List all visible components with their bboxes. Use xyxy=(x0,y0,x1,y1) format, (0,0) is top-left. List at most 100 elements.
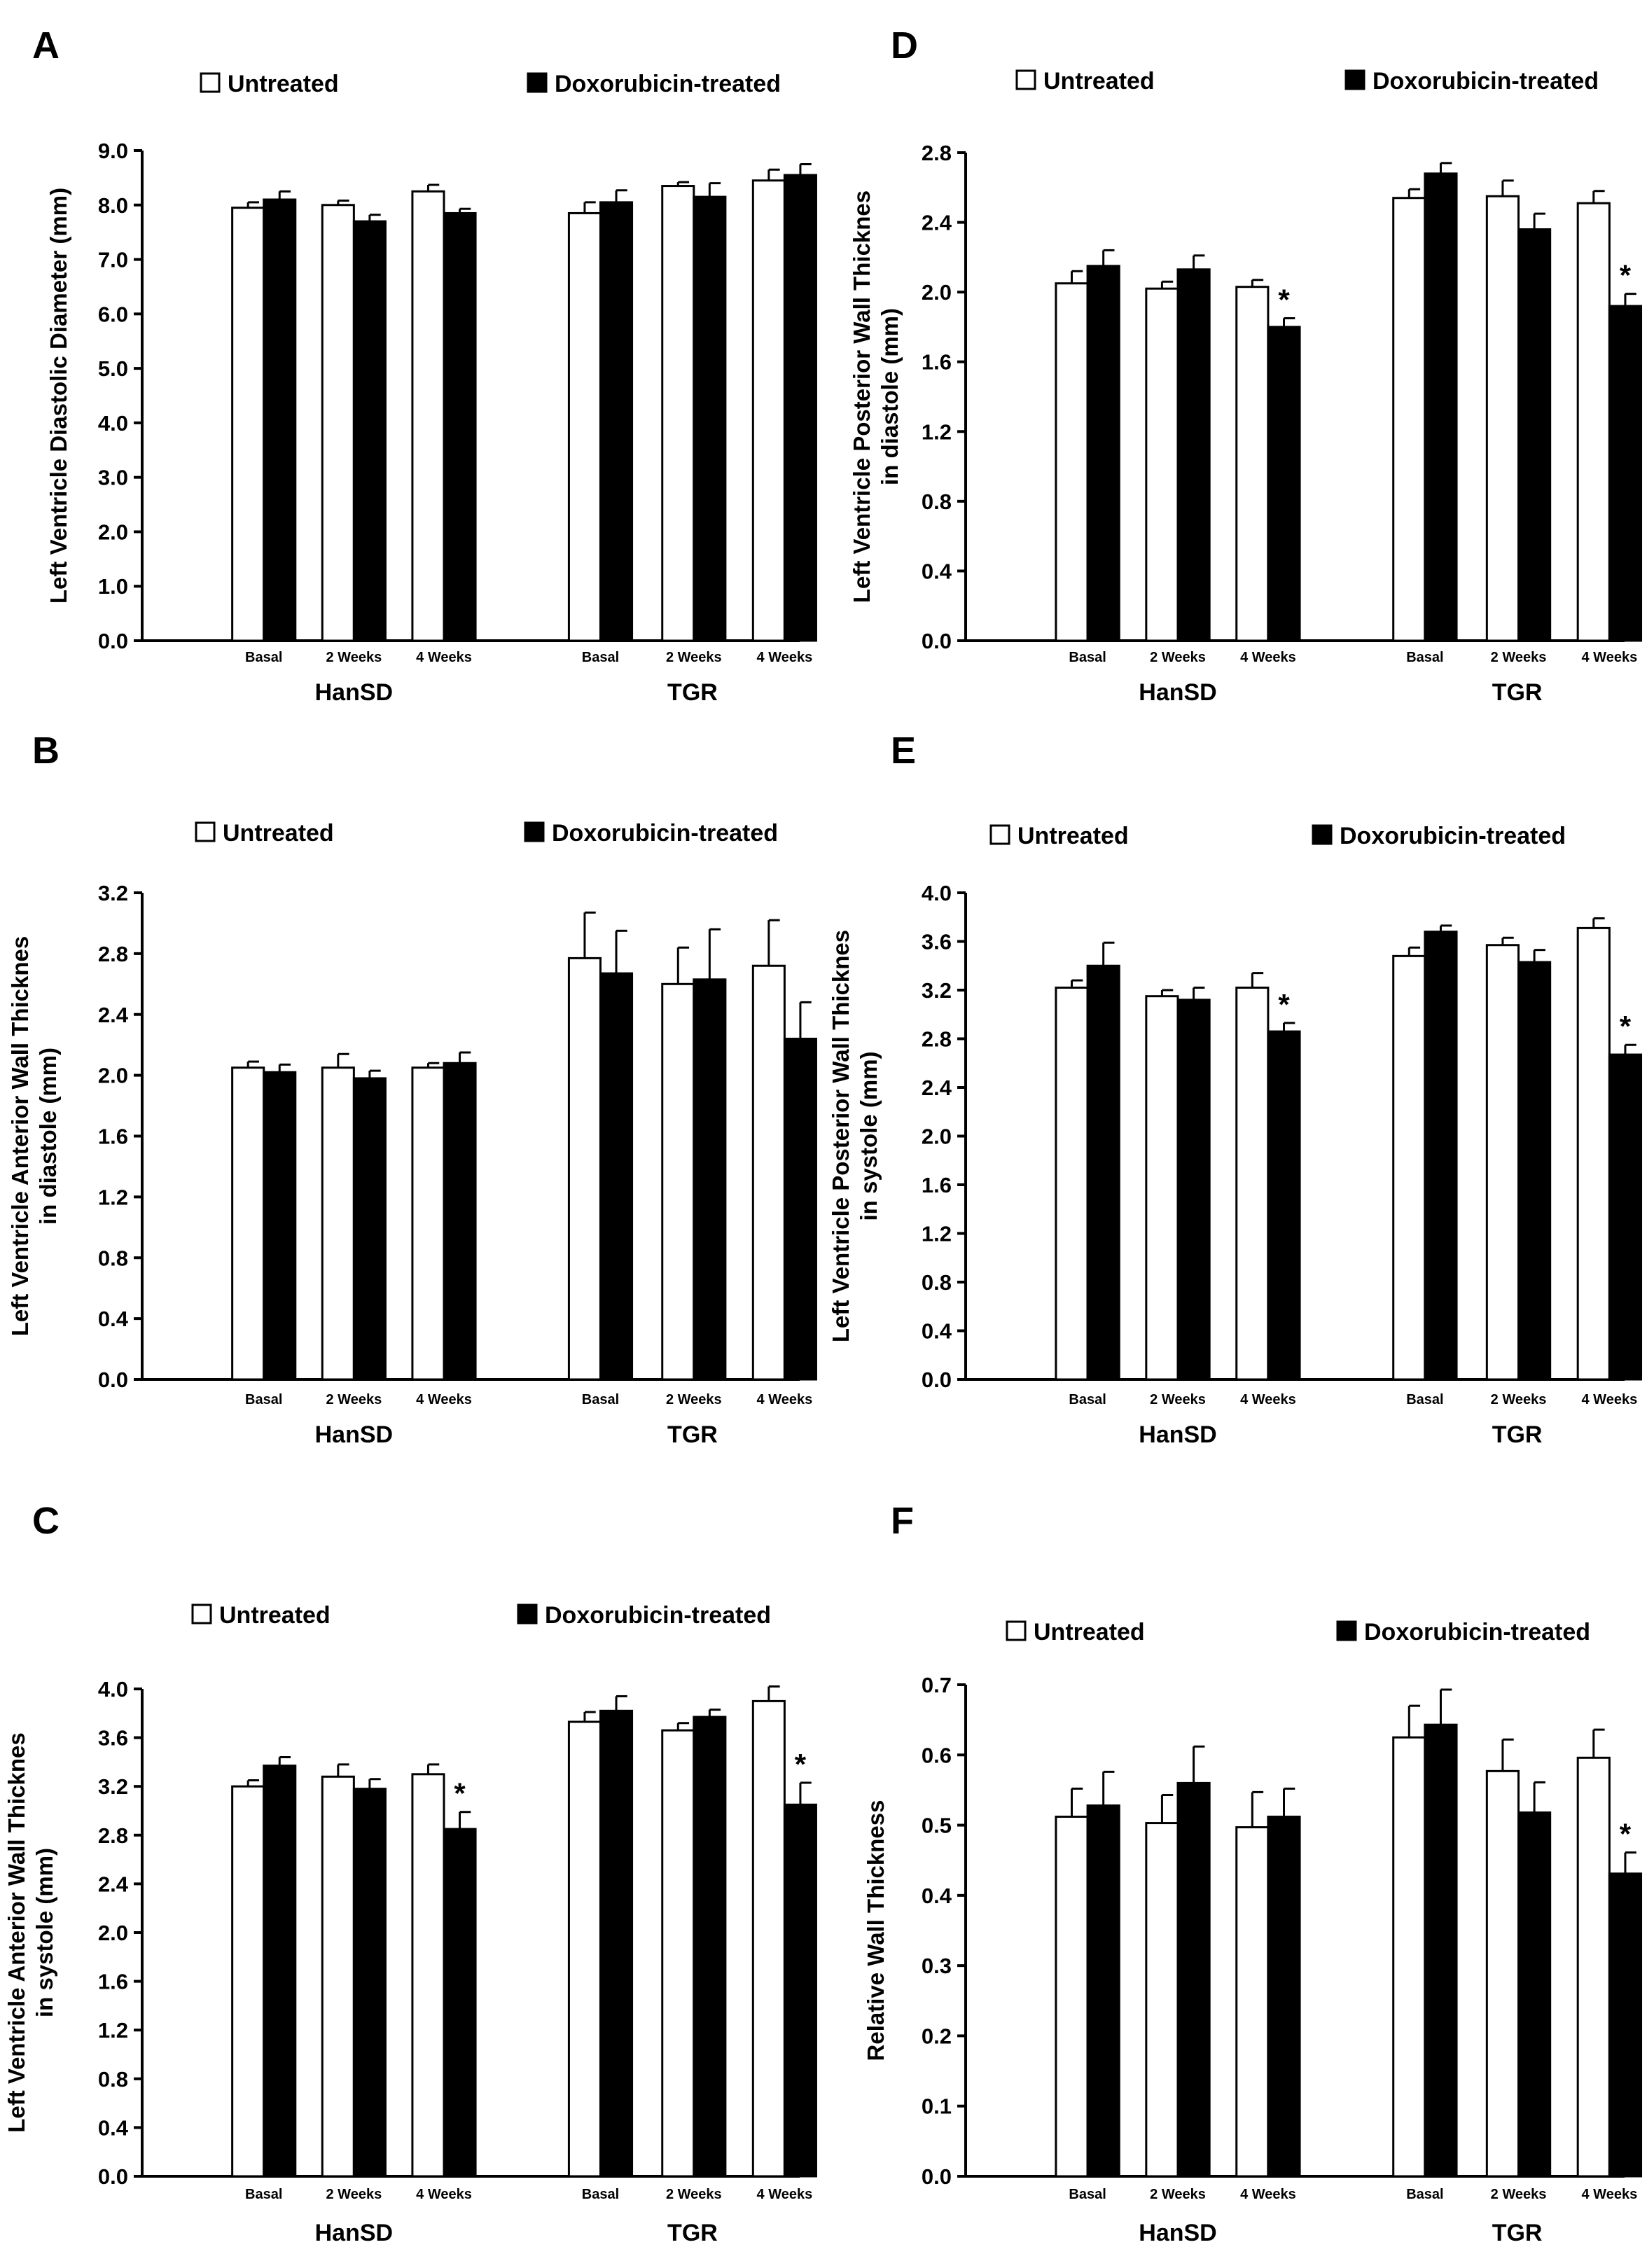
panel-e-group-label: HanSD xyxy=(1139,1421,1216,1448)
panel-e-category-label: Basal xyxy=(1069,1392,1106,1407)
panel-e-letter: E xyxy=(891,730,916,772)
panel-a-legend-treated-label: Doxorubicin-treated xyxy=(555,71,781,97)
panel-e-bar-treated xyxy=(1608,1053,1643,1381)
panel-c-ytick-label: 0.4 xyxy=(98,2115,129,2140)
panel-e-significance-marker: * xyxy=(1278,988,1290,1021)
panel-b-category-label: 2 Weeks xyxy=(326,1392,382,1407)
panel-e-ytick-label: 3.2 xyxy=(922,978,952,1003)
panel-d-ytick-label: 2.4 xyxy=(922,211,952,235)
panel-b-ytick-label: 0.4 xyxy=(98,1307,129,1331)
panel-a-bar-untreated xyxy=(567,211,602,642)
panel-d-group-label: HanSD xyxy=(1139,679,1216,706)
panel-b-ylabel-line: in diastole (mm) xyxy=(35,1048,61,1225)
panel-a-ytick-label: 1.0 xyxy=(98,574,128,599)
panel-e-bar-untreated xyxy=(1235,987,1270,1381)
panel-f-bar-untreated xyxy=(1055,1816,1089,2178)
panel-d-bar-untreated xyxy=(1235,286,1270,642)
panel-e-ytick-label: 2.0 xyxy=(922,1125,952,1149)
panel-b-bar-untreated xyxy=(751,964,786,1381)
panel-f-category-label: 4 Weeks xyxy=(1240,2187,1296,2202)
panel-e-bar-treated xyxy=(1176,999,1211,1381)
panel-d-category-label: Basal xyxy=(1069,650,1106,665)
panel-c-ytick-label: 1.2 xyxy=(98,2018,128,2043)
panel-f-bar-treated xyxy=(1176,1781,1211,2178)
panel-d-bar-untreated xyxy=(1055,282,1089,642)
panel-c-ytick-label: 4.0 xyxy=(98,1677,128,1702)
panel-f-ytick-label: 0.3 xyxy=(922,1954,952,1978)
panel-f-category-label: 2 Weeks xyxy=(1491,2187,1547,2202)
panel-d-legend-treated-swatch xyxy=(1344,69,1365,90)
panel-f-category-label: 4 Weeks xyxy=(1582,2187,1638,2202)
panel-c-ytick-label: 3.2 xyxy=(98,1774,128,1799)
panel-d-category-label: 4 Weeks xyxy=(1582,650,1638,665)
panel-e-ytick-label: 0.0 xyxy=(922,1368,952,1392)
panel-c-bar-treated xyxy=(263,1765,297,2178)
panel-a-legend-untreated-label: Untreated xyxy=(228,71,339,97)
panel-f-category-label: Basal xyxy=(1069,2187,1106,2202)
panel-c-significance-marker: * xyxy=(795,1748,807,1781)
panel-f-legend-untreated-label: Untreated xyxy=(1034,1619,1145,1646)
panel-b-legend-treated-swatch xyxy=(524,821,545,842)
panel-f-ytick-label: 0.6 xyxy=(922,1743,952,1767)
panel-b-bar-untreated xyxy=(231,1066,265,1381)
panel-b-bar-treated xyxy=(599,972,634,1381)
panel-c-bar-treated xyxy=(443,1828,477,2178)
panel-d-bar-untreated xyxy=(1392,197,1426,642)
panel-d-letter: D xyxy=(891,25,918,67)
panel-c-category-label: 2 Weeks xyxy=(666,2187,722,2202)
panel-b-ytick-label: 2.4 xyxy=(98,1003,129,1027)
panel-b-category-label: Basal xyxy=(245,1392,282,1407)
panel-a-bar-treated xyxy=(352,220,387,642)
panel-b-ytick-label: 0.0 xyxy=(98,1368,128,1392)
panel-b-ytick-label: 2.0 xyxy=(98,1064,128,1088)
panel-b-bar-untreated xyxy=(321,1066,355,1381)
panel-a-bar-treated xyxy=(693,195,727,642)
panel-d-significance-marker: * xyxy=(1620,259,1632,292)
panel-d-bar-treated xyxy=(1267,326,1301,642)
panel-f-bar-untreated xyxy=(1576,1756,1611,2178)
panel-c-bar-untreated xyxy=(661,1729,695,2178)
panel-e-category-label: 2 Weeks xyxy=(1491,1392,1547,1407)
panel-f-bar-untreated xyxy=(1485,1769,1520,2178)
panel-c-legend-treated-label: Doxorubicin-treated xyxy=(545,1602,771,1629)
panel-a-ytick-label: 5.0 xyxy=(98,356,128,381)
panel-e-bar-untreated xyxy=(1392,954,1426,1381)
panel-d-legend-treated-label: Doxorubicin-treated xyxy=(1372,68,1599,95)
panel-e-category-label: 4 Weeks xyxy=(1582,1392,1638,1407)
panel-d-bar-untreated xyxy=(1485,195,1520,642)
panel-f-legend-untreated-swatch xyxy=(1006,1620,1027,1641)
panel-d-significance-marker: * xyxy=(1278,283,1290,316)
panel-c-bar-untreated xyxy=(751,1699,786,2178)
panel-f-ylabel-line: Relative Wall Thickness xyxy=(863,1800,889,2061)
panel-f-ytick-label: 0.4 xyxy=(922,1884,952,1908)
panel-a-bar-untreated xyxy=(321,204,355,642)
panel-d-category-label: Basal xyxy=(1406,650,1443,665)
panel-c-bar-untreated xyxy=(321,1775,355,2178)
panel-e-ytick-label: 1.6 xyxy=(922,1173,952,1197)
panel-c-letter: C xyxy=(32,1500,60,1542)
panel-c-group-label: HanSD xyxy=(315,2220,393,2246)
panel-f-bar-treated xyxy=(1267,1816,1301,2178)
panel-f-bar-treated xyxy=(1086,1804,1120,2178)
panel-b-group-label: HanSD xyxy=(315,1421,393,1448)
panel-e-legend-treated-swatch xyxy=(1312,824,1333,845)
panel-e-significance-marker: * xyxy=(1620,1010,1632,1043)
panel-e-ytick-label: 4.0 xyxy=(922,881,952,905)
panel-b-bar-treated xyxy=(693,978,727,1381)
panel-c-bar-treated xyxy=(352,1788,387,2178)
panel-e-ytick-label: 0.4 xyxy=(922,1319,952,1344)
panel-d-bar-treated xyxy=(1176,268,1211,642)
panel-d-bar-treated xyxy=(1608,305,1643,642)
panel-b-ytick-label: 2.8 xyxy=(98,942,128,966)
panel-f-bar-treated xyxy=(1517,1811,1552,2178)
panel-c-category-label: 4 Weeks xyxy=(416,2187,472,2202)
panel-c-ytick-label: 3.6 xyxy=(98,1726,128,1751)
panel-c-bar-untreated xyxy=(411,1773,445,2178)
panel-a-ytick-label: 7.0 xyxy=(98,248,128,272)
panel-a-bar-untreated xyxy=(411,190,445,642)
panel-f-bar-untreated xyxy=(1392,1736,1426,2178)
panel-c-ylabel-line: Left Ventricle Anterior Wall Thicknes xyxy=(4,1732,29,2133)
panel-d-ytick-label: 0.0 xyxy=(922,629,952,653)
panel-b-ytick-label: 3.2 xyxy=(98,881,128,905)
panel-d-bar-untreated xyxy=(1145,287,1179,642)
